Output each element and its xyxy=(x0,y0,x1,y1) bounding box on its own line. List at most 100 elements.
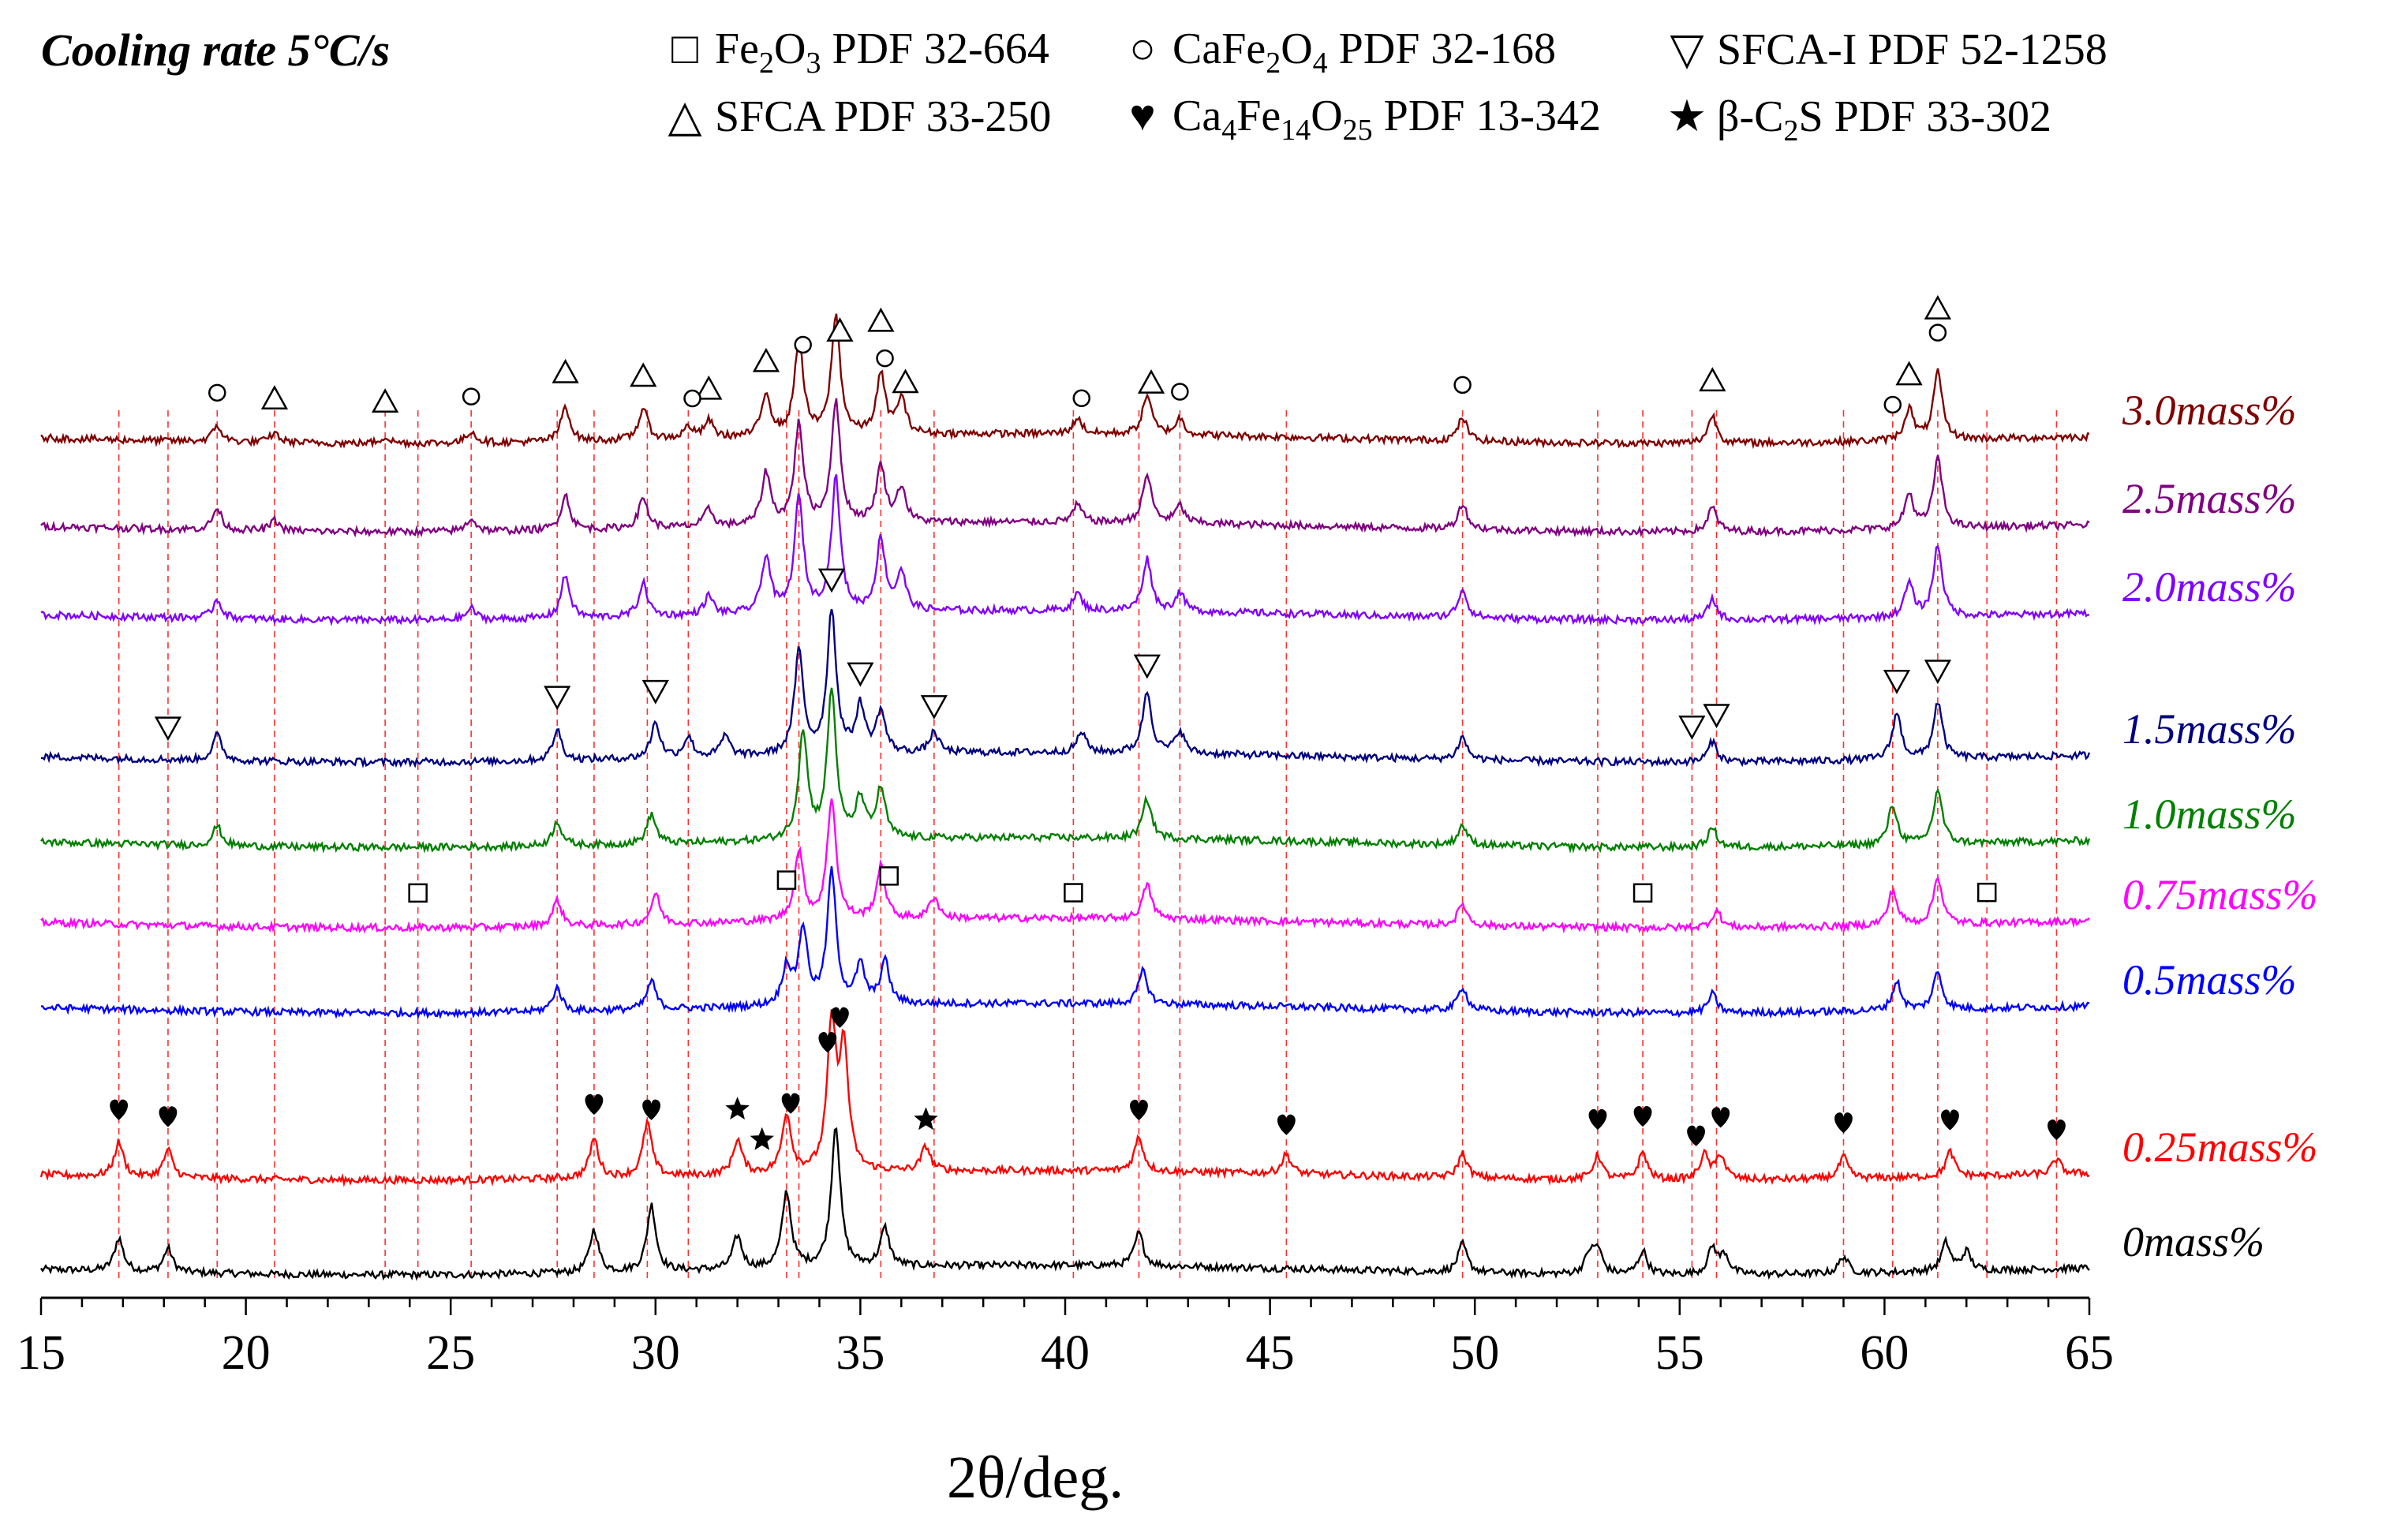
square-marker xyxy=(879,866,899,886)
circle-marker xyxy=(683,389,701,408)
legend-item-triangle-down: ▽ SFCA-I PDF 52-1258 xyxy=(1665,24,2107,75)
square-marker xyxy=(408,883,428,903)
legend-item-star: ★ β-C2S PDF 33-302 xyxy=(1665,91,2051,148)
triangle-down-marker xyxy=(1703,704,1730,729)
heart-icon: ♥ xyxy=(1129,92,1156,140)
x-tick-label: 20 xyxy=(222,1326,271,1380)
triangle-up-marker xyxy=(867,307,895,332)
square-icon: □ xyxy=(671,24,698,73)
triangle-up-marker xyxy=(695,375,723,400)
triangle-up-marker xyxy=(260,385,289,409)
triangle-up-marker xyxy=(1137,369,1165,394)
legend-label: Ca4Fe14O25 PDF 13-342 xyxy=(1172,92,1602,148)
heart-marker xyxy=(1711,1107,1730,1128)
series-label: 2.0mass% xyxy=(2122,563,2297,611)
triangle-up-icon: △ xyxy=(668,92,702,141)
circle-icon: ○ xyxy=(1129,24,1156,73)
series-line-0mass xyxy=(39,1127,2090,1281)
series-label: 2.5mass% xyxy=(2122,475,2297,522)
series-label: 3.0mass% xyxy=(2122,387,2297,434)
square-marker xyxy=(1064,883,1083,903)
legend-item-square: □ Fe2O3 PDF 32-664 xyxy=(663,24,1049,80)
series-line-0-25mass xyxy=(39,1009,2090,1187)
circle-marker xyxy=(1928,323,1947,342)
triangle-down-marker xyxy=(1924,660,1952,685)
series-label: 1.5mass% xyxy=(2122,705,2297,753)
chart-title: Cooling rate 5°C/s xyxy=(41,24,391,76)
square-marker xyxy=(776,870,797,890)
x-tick-label: 15 xyxy=(17,1326,65,1380)
circle-marker xyxy=(794,335,812,354)
x-tick-label: 35 xyxy=(836,1326,884,1380)
heart-marker xyxy=(642,1099,661,1120)
legend-label: CaFe2O4 PDF 32-168 xyxy=(1172,24,1557,80)
triangle-up-marker xyxy=(372,388,399,413)
x-axis-label: 2θ/deg. xyxy=(947,1444,1124,1512)
series-label: 0.25mass% xyxy=(2122,1123,2318,1171)
x-tick-label: 45 xyxy=(1246,1326,1295,1380)
series-line-0-75mass xyxy=(40,798,2090,935)
series-line-1-0mass xyxy=(40,687,2091,854)
legend-item-triangle-up: △ SFCA PDF 33-250 xyxy=(663,91,1051,142)
series-label: 0mass% xyxy=(2122,1218,2264,1265)
triangle-up-marker xyxy=(630,362,657,387)
star-marker xyxy=(750,1127,774,1150)
x-tick-label: 65 xyxy=(2065,1326,2114,1380)
series-line-2-5mass xyxy=(40,398,2090,538)
triangle-up-marker xyxy=(552,358,579,383)
circle-marker xyxy=(1171,383,1189,401)
circle-marker xyxy=(1072,389,1091,408)
legend-item-circle: ○ CaFe2O4 PDF 32-168 xyxy=(1120,24,1556,80)
series-line-3-0mass xyxy=(40,313,2090,450)
square-marker xyxy=(1976,882,1997,903)
triangle-up-marker xyxy=(1699,367,1726,392)
heart-marker xyxy=(1834,1112,1853,1134)
x-tick-label: 55 xyxy=(1655,1326,1704,1380)
triangle-down-marker xyxy=(1678,715,1706,740)
x-tick-label: 50 xyxy=(1450,1326,1499,1380)
series-label: 0.5mass% xyxy=(2122,956,2297,1004)
circle-marker xyxy=(1453,376,1472,394)
triangle-up-marker xyxy=(1895,361,1923,386)
triangle-up-marker xyxy=(892,368,919,394)
x-axis-label-text: 2θ/deg. xyxy=(947,1445,1124,1511)
star-marker xyxy=(725,1097,750,1119)
heart-marker xyxy=(110,1099,129,1120)
legend-item-heart: ♥ Ca4Fe14O25 PDF 13-342 xyxy=(1120,91,1601,148)
circle-marker xyxy=(876,349,894,368)
triangle-down-marker xyxy=(1133,654,1161,679)
circle-marker xyxy=(462,387,481,406)
star-icon: ★ xyxy=(1666,92,1707,141)
series-label: 1.0mass% xyxy=(2122,791,2297,838)
x-tick-label: 25 xyxy=(426,1326,475,1380)
x-tick-label: 30 xyxy=(631,1326,680,1380)
triangle-down-marker xyxy=(920,695,948,720)
triangle-down-icon: ▽ xyxy=(1670,25,1704,74)
series-line-1-5mass xyxy=(41,608,2091,768)
heart-marker xyxy=(1941,1109,1959,1131)
legend-label: SFCA PDF 33-250 xyxy=(715,92,1052,141)
series-line-2-0mass xyxy=(40,474,2090,626)
heart-marker xyxy=(1687,1125,1705,1146)
triangle-up-marker xyxy=(826,317,854,342)
legend-label: Fe2O3 PDF 32-664 xyxy=(715,24,1049,80)
heart-marker xyxy=(781,1093,800,1114)
triangle-down-marker xyxy=(544,686,571,711)
series-label: 0.75mass% xyxy=(2122,871,2318,918)
x-tick-label: 40 xyxy=(1041,1326,1090,1380)
triangle-down-marker xyxy=(847,662,874,687)
triangle-down-marker xyxy=(154,716,182,742)
square-marker xyxy=(1632,883,1653,903)
triangle-down-marker xyxy=(1883,670,1911,694)
legend-label: SFCA-I PDF 52-1258 xyxy=(1717,25,2107,74)
heart-marker xyxy=(1130,1099,1148,1121)
triangle-up-marker xyxy=(752,347,780,372)
circle-marker xyxy=(208,383,226,402)
legend-label: β-C2S PDF 33-302 xyxy=(1717,92,2052,148)
x-tick-label: 60 xyxy=(1860,1326,1909,1380)
triangle-up-marker xyxy=(1924,295,1952,320)
triangle-down-marker xyxy=(641,679,669,705)
triangle-down-marker xyxy=(817,568,846,593)
series-line-0-5mass xyxy=(40,865,2090,1020)
